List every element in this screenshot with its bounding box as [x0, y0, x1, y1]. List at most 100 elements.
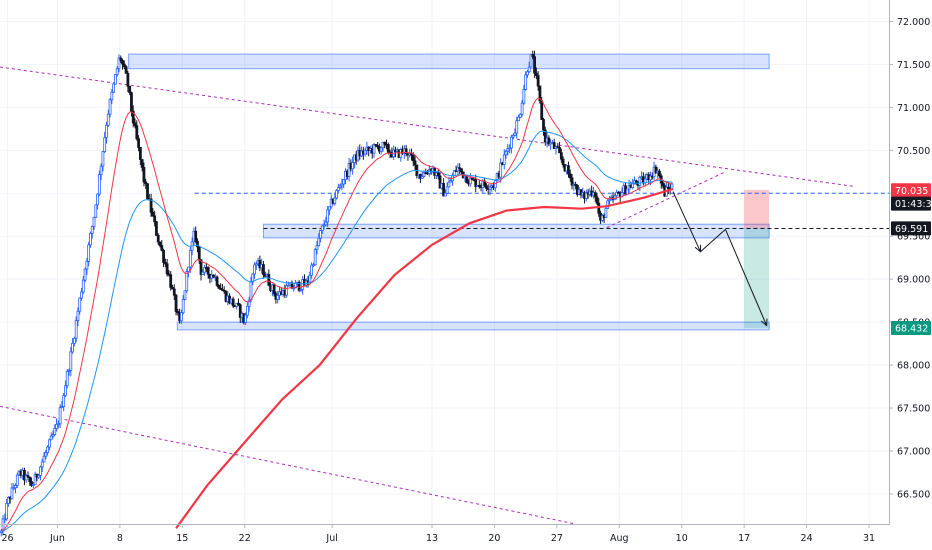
candle-body [654, 166, 658, 174]
candle-body [324, 221, 328, 226]
candle-body [533, 56, 536, 74]
candle-body [246, 305, 249, 316]
candle-body [76, 310, 80, 322]
candle-body [442, 183, 446, 197]
trendline[interactable] [606, 171, 726, 229]
candle-body [72, 337, 76, 344]
take-profit-zone[interactable] [744, 228, 770, 329]
candle-body [183, 290, 187, 300]
candle-body [600, 215, 604, 221]
candle-body [194, 230, 198, 242]
price-tag-text: 68.432 [895, 323, 928, 334]
candle-body [37, 475, 41, 478]
x-tick-label: 13 [426, 533, 438, 544]
candle-body [529, 54, 533, 68]
price-axis[interactable]: 72.00071.50071.00070.50070.00069.50069.0… [889, 17, 930, 500]
candle-body [231, 298, 235, 307]
candle-body [46, 446, 50, 453]
candle-body [597, 202, 601, 214]
x-tick-label: 26 [1, 533, 13, 544]
candle-body [631, 183, 635, 188]
candle-body [315, 245, 319, 250]
candle-body [203, 267, 206, 273]
candle-body [144, 181, 148, 185]
candle-body [485, 185, 488, 189]
candle-body [413, 160, 417, 166]
candle-body [14, 485, 17, 489]
candle-body [124, 66, 128, 74]
candle-body [542, 119, 545, 131]
candle-body [351, 162, 355, 170]
candle-body [445, 186, 449, 194]
candle-body [78, 297, 82, 312]
candle-body [422, 172, 426, 177]
projection-segment[interactable] [700, 228, 726, 253]
zone-rectangle[interactable] [128, 53, 770, 70]
trendlines[interactable] [0, 66, 855, 525]
x-tick-label: 20 [488, 533, 500, 544]
candle-body [638, 176, 642, 186]
candle-body [153, 215, 157, 223]
candle-body [606, 200, 610, 209]
x-tick-label: Jul [325, 533, 337, 544]
x-tick-label: 10 [676, 533, 688, 544]
candle-body [174, 294, 178, 312]
candle-body [23, 469, 26, 481]
candle-body [96, 193, 99, 206]
x-tick-label: 17 [738, 533, 750, 544]
candle-body [504, 150, 508, 156]
candle-body [536, 75, 540, 87]
candle-body [130, 92, 133, 112]
candle-body [110, 91, 114, 101]
candle-body [80, 291, 83, 299]
projected-path-arrows[interactable] [672, 191, 768, 327]
candle-body [299, 288, 303, 291]
candle-body [151, 211, 155, 217]
short-position-tool[interactable] [744, 189, 770, 329]
candle-body [336, 187, 340, 191]
candle-body [625, 188, 629, 195]
candle-body [187, 266, 190, 272]
projection-segment[interactable] [724, 229, 768, 326]
y-tick-label: 72.000 [897, 17, 930, 28]
candle-body [515, 120, 519, 134]
candle-body [381, 141, 385, 149]
zone-rectangle[interactable] [176, 321, 770, 331]
candle-body [196, 240, 199, 248]
candle-body [517, 116, 520, 122]
price-tag-text: 01:43:30 [895, 199, 932, 210]
chart-grid [0, 0, 889, 524]
support-resistance-zones [128, 53, 770, 331]
candle-body [56, 423, 60, 426]
candle-body [506, 147, 510, 152]
horizontal-levels[interactable] [194, 192, 889, 229]
candle-body [138, 147, 142, 160]
candle-body [526, 71, 529, 76]
candle-body [438, 175, 442, 189]
trendline[interactable] [0, 405, 576, 525]
x-tick-label: Aug [610, 533, 629, 544]
candle-body [310, 264, 314, 276]
candle-body [172, 288, 176, 296]
zone-rectangle[interactable] [262, 223, 770, 239]
projection-segment[interactable] [672, 191, 701, 252]
candle-body [160, 245, 164, 251]
candle-body [58, 407, 62, 425]
candle-body [447, 181, 451, 188]
candle-body [85, 260, 89, 270]
candle-body [508, 147, 512, 150]
candle-body [221, 288, 224, 291]
x-tick-label: 15 [176, 533, 188, 544]
stop-loss-zone[interactable] [744, 189, 770, 229]
candle-body [456, 167, 460, 172]
y-tick-label: 69.000 [897, 275, 930, 286]
x-tick-label: 8 [117, 533, 123, 544]
candle-body [40, 461, 44, 468]
candle-body [83, 268, 87, 281]
candle-body [317, 237, 321, 247]
candle-body [458, 167, 462, 170]
price-tag [891, 196, 931, 211]
time-axis[interactable]: 26 Jun 8 15 22 Jul 13 20 27 Aug 10 17 24 31 [1, 524, 875, 544]
y-tick-label: 68.000 [897, 361, 930, 372]
